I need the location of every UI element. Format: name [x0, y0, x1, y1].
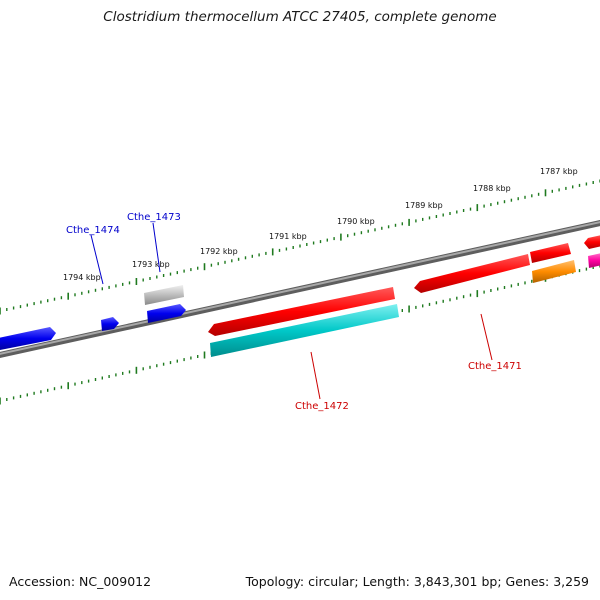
accession-label: Accession: NC_009012	[9, 574, 152, 589]
genome-backbone-highlight	[0, 221, 600, 355]
genome-summary: Topology: circular; Length: 3,843,301 bp…	[245, 574, 589, 589]
scale-label-1790: 1790 kbp	[337, 217, 375, 226]
gene-label-leaders	[90, 222, 493, 400]
gene-cthe-1472-forward[interactable]	[208, 287, 395, 336]
scale-label-1788: 1788 kbp	[473, 184, 511, 193]
gene-cthe-1473[interactable]	[147, 304, 186, 323]
gene-red-small[interactable]	[530, 243, 571, 263]
gene-labels: Cthe_1474 Cthe_1473 Cthe_1472 Cthe_1471	[66, 212, 522, 412]
gene-magenta[interactable]	[588, 253, 600, 268]
gene-cthe-1471[interactable]	[414, 254, 530, 293]
gene-cthe-1474[interactable]	[101, 317, 119, 331]
gene-cthe-1472[interactable]	[210, 304, 399, 357]
gene-label-cthe-1473: Cthe_1473	[127, 212, 181, 223]
scale-label-1787: 1787 kbp	[540, 167, 578, 176]
map-title: Clostridium thermocellum ATCC 27405, com…	[103, 9, 497, 25]
gene-red-edge[interactable]	[584, 235, 600, 249]
scale-label-1793: 1793 kbp	[132, 260, 170, 269]
gene-orange[interactable]	[532, 260, 576, 283]
gene-label-cthe-1474: Cthe_1474	[66, 225, 120, 236]
gene-grey[interactable]	[144, 285, 184, 305]
scale-label-1792: 1792 kbp	[200, 247, 238, 256]
gene-label-cthe-1471: Cthe_1471	[468, 361, 522, 372]
scale-label-1794: 1794 kbp	[63, 273, 101, 282]
scale-label-1789: 1789 kbp	[405, 201, 443, 210]
scale-track-upper	[0, 179, 600, 315]
gene-blue-left[interactable]	[0, 327, 56, 350]
gene-label-cthe-1472: Cthe_1472	[295, 401, 349, 412]
scale-label-1791: 1791 kbp	[269, 232, 307, 241]
scale-labels: 1787 kbp 1788 kbp 1789 kbp 1790 kbp 1791…	[63, 167, 578, 282]
genome-backbone	[0, 220, 600, 358]
